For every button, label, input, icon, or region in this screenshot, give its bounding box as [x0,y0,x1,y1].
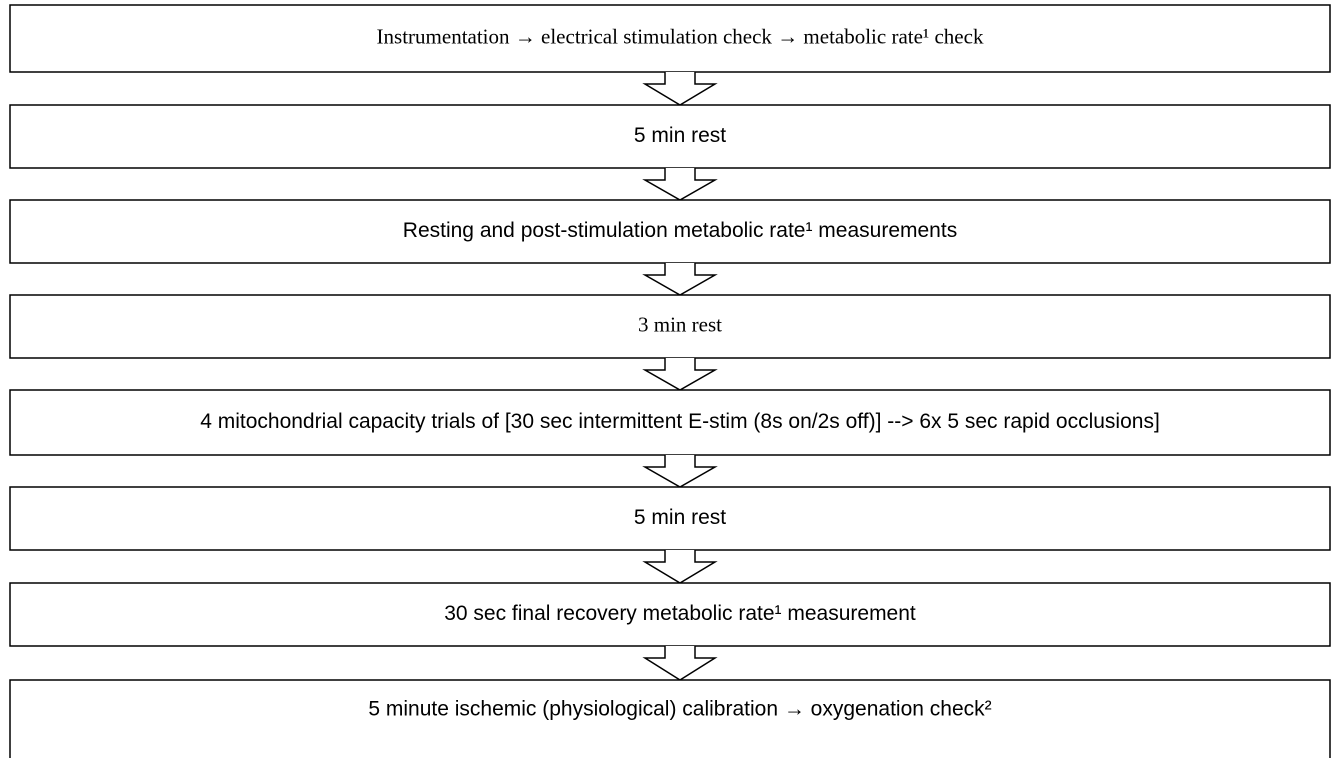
step-box [9,4,1331,73]
step-box [9,389,1331,456]
flow-arrow [642,646,718,681]
step-label: Instrumentation → electrical stimulation… [377,24,984,48]
step-box [9,486,1331,551]
step-box [9,199,1331,264]
step-label: 3 min rest [638,312,722,336]
flow-arrow [642,263,718,296]
flow-arrow [642,168,718,201]
step-label: 4 mitochondrial capacity trials of [30 s… [200,410,1160,433]
step-box [9,679,1331,758]
step-label: Resting and post-stimulation metabolic r… [403,219,957,242]
step-label: 5 min rest [634,124,726,147]
step-label: 5 minute ischemic (physiological) calibr… [368,698,991,721]
flow-arrow [642,72,718,106]
step-label: 30 sec final recovery metabolic rate¹ me… [444,602,916,625]
flow-arrow [642,358,718,391]
step-label: 5 min rest [634,506,726,529]
step-box [9,104,1331,169]
flow-arrow [642,550,718,584]
flow-arrow [642,455,718,488]
step-box [9,294,1331,359]
